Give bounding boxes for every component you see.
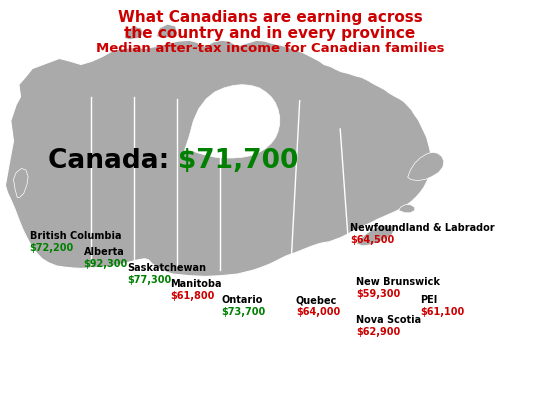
Text: New Brunswick: New Brunswick — [356, 277, 441, 287]
Text: $73,700: $73,700 — [221, 307, 266, 317]
Text: $61,800: $61,800 — [170, 291, 214, 301]
Text: $59,300: $59,300 — [356, 289, 401, 299]
Polygon shape — [124, 26, 143, 39]
Polygon shape — [5, 40, 432, 276]
Text: Median after-tax income for Canadian families: Median after-tax income for Canadian fam… — [96, 42, 444, 55]
Text: Quebec: Quebec — [296, 295, 338, 305]
Text: $61,100: $61,100 — [420, 307, 464, 317]
Polygon shape — [184, 85, 280, 158]
Text: $71,700: $71,700 — [178, 148, 299, 174]
Text: Canada:: Canada: — [48, 148, 178, 174]
Polygon shape — [356, 225, 394, 246]
Polygon shape — [14, 168, 28, 197]
Text: Manitoba: Manitoba — [170, 279, 221, 289]
Text: $92,300: $92,300 — [84, 259, 128, 269]
Text: Ontario: Ontario — [221, 295, 263, 305]
Text: Saskatchewan: Saskatchewan — [127, 263, 206, 273]
Text: Alberta: Alberta — [84, 247, 124, 257]
Text: What Canadians are earning across: What Canadians are earning across — [118, 10, 422, 25]
Text: $64,000: $64,000 — [296, 307, 340, 317]
Text: the country and in every province: the country and in every province — [124, 26, 416, 41]
Text: $77,300: $77,300 — [127, 275, 171, 285]
Text: $64,500: $64,500 — [350, 235, 394, 245]
Text: $72,200: $72,200 — [30, 243, 74, 253]
Text: British Columbia: British Columbia — [30, 231, 121, 241]
Polygon shape — [157, 24, 177, 38]
Text: Nova Scotia: Nova Scotia — [356, 316, 422, 325]
Text: PEI: PEI — [420, 295, 437, 305]
Polygon shape — [408, 152, 444, 181]
Text: $62,900: $62,900 — [356, 328, 401, 337]
Text: Newfoundland & Labrador: Newfoundland & Labrador — [350, 223, 495, 233]
Polygon shape — [399, 205, 415, 213]
